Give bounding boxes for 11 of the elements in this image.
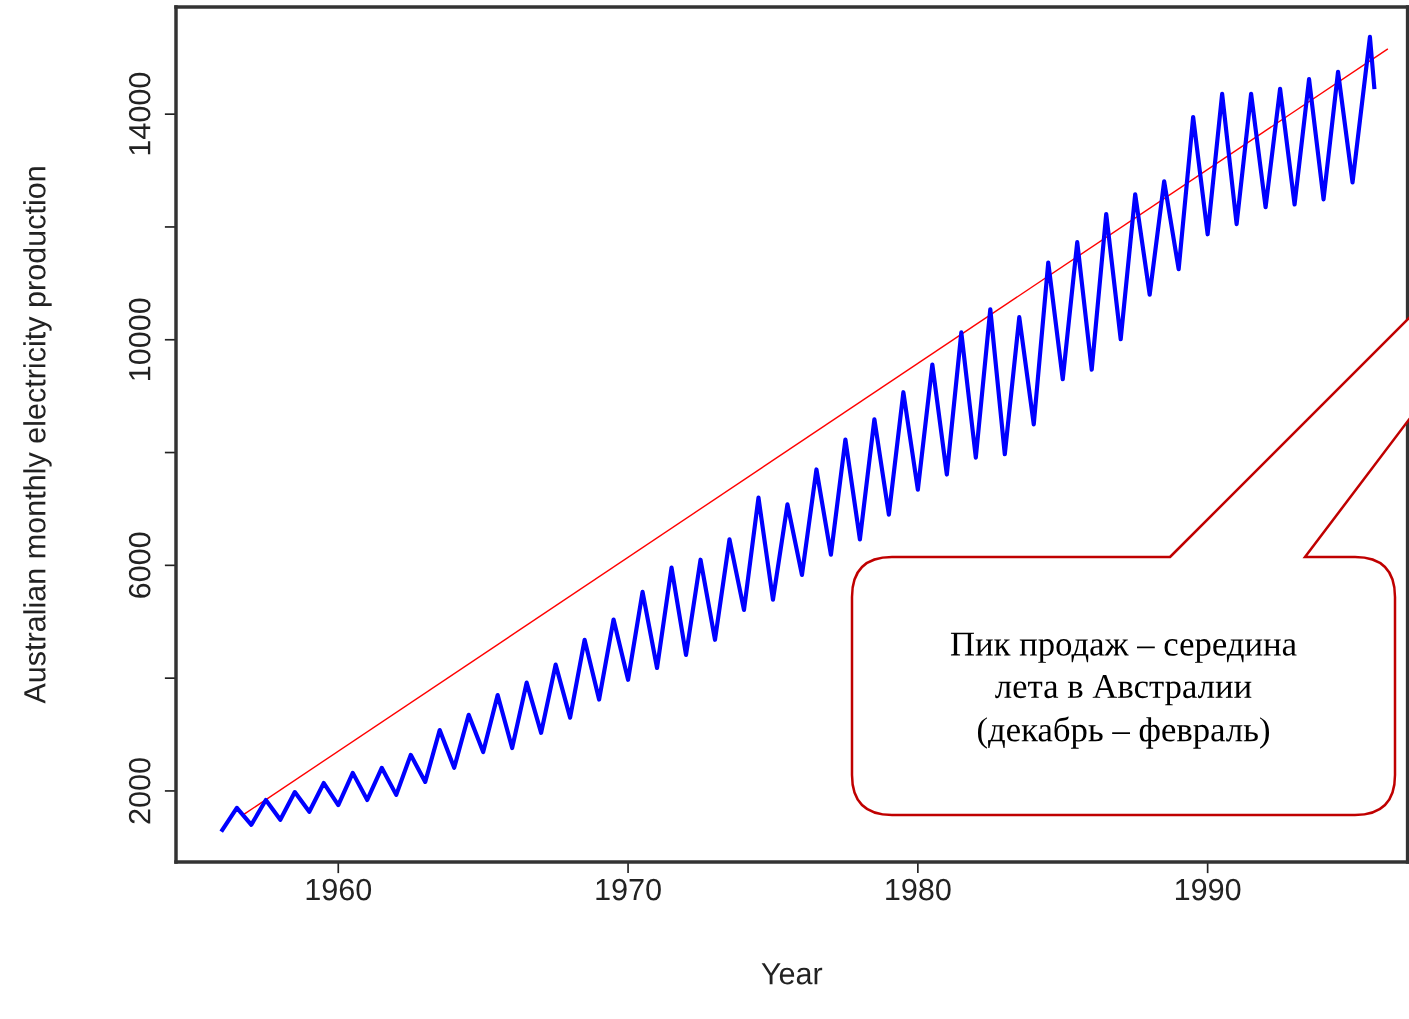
x-tick-label: 1970	[596, 878, 661, 901]
x-tick-label: 1990	[1175, 878, 1241, 901]
x-tick-label: 1980	[886, 878, 951, 901]
y-tick-label: 10000	[128, 298, 151, 380]
y-tick-label: 2000	[128, 758, 151, 824]
x-axis-title: Year	[761, 963, 823, 985]
y-tick-label: 14000	[128, 72, 151, 155]
annotation: Пик продаж – середина лета в Австралии (декабрь – февраль)	[950, 632, 1297, 749]
y-tick-label: 6000	[128, 532, 151, 598]
x-tick-label: 1960	[306, 878, 372, 901]
y-axis-title: Australian monthly electricity production	[23, 167, 52, 704]
